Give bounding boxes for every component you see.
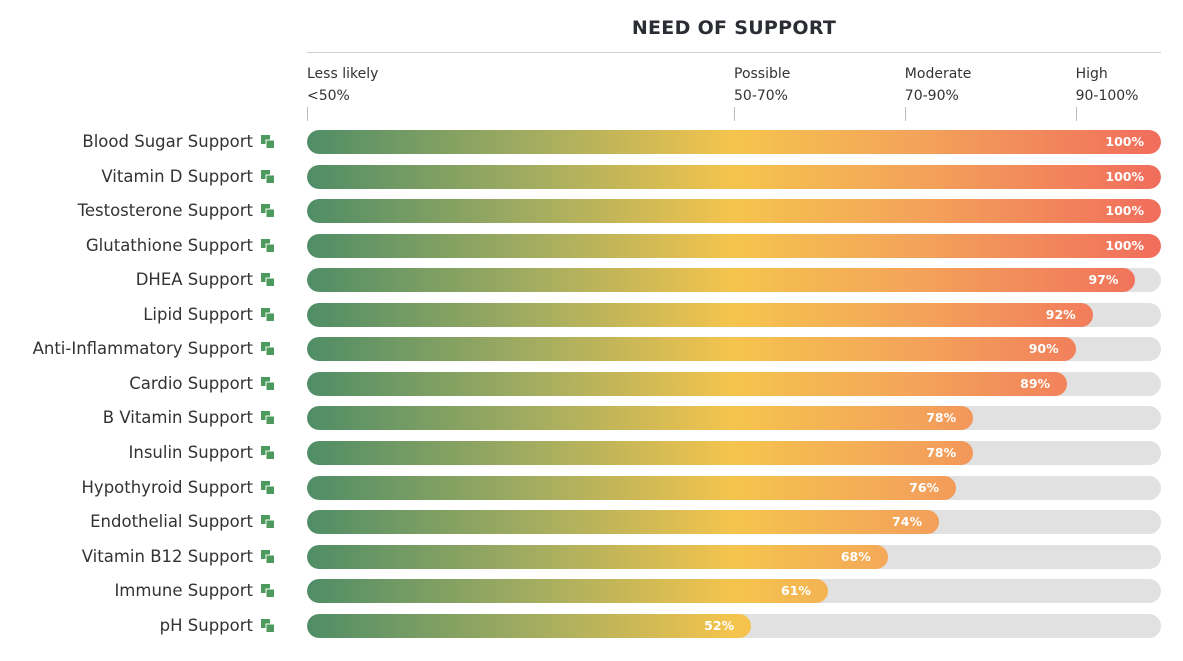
- bar-fill: [307, 406, 974, 431]
- bar-track: 100%: [307, 199, 1161, 224]
- copy-squares-icon[interactable]: [261, 445, 275, 460]
- bar-value-label: 68%: [840, 548, 871, 564]
- bar-fill: [307, 544, 888, 569]
- copy-squares-icon[interactable]: [261, 307, 275, 322]
- category-label: Lipid Support: [143, 304, 253, 324]
- scale-label-3: High 90-100%: [1076, 63, 1139, 107]
- scale-range: 90-100%: [1075, 88, 1139, 104]
- bar-fill: [307, 302, 1093, 327]
- copy-squares-icon[interactable]: [261, 342, 275, 356]
- category-label: Hypothyroid Support: [81, 477, 253, 497]
- scale-name: Possible: [734, 66, 791, 82]
- bar-track: 78%: [307, 406, 1161, 431]
- bar-fill: [307, 164, 1161, 189]
- bar-track: 92%: [307, 302, 1161, 327]
- bar-value-label: 74%: [892, 514, 922, 530]
- bar-value-label: 92%: [1045, 306, 1076, 322]
- category-label: Vitamin D Support: [101, 166, 253, 186]
- bar-fill: [307, 579, 828, 604]
- bar-track: 61%: [307, 579, 1161, 604]
- bar-track: 68%: [307, 544, 1161, 569]
- bar-track: 100%: [307, 233, 1161, 258]
- bar-track: 76%: [307, 475, 1161, 500]
- bar-value-label: 52%: [704, 617, 735, 633]
- category-label: Endothelial Support: [90, 512, 253, 532]
- bar-fill: [307, 613, 752, 638]
- category-label: Testosterone Support: [77, 201, 253, 221]
- bar-value-label: 61%: [781, 583, 811, 599]
- category-label: Cardio Support: [129, 373, 253, 393]
- copy-squares-icon[interactable]: [261, 515, 275, 529]
- bar-value-label: 100%: [1105, 168, 1144, 184]
- bar-value-label: 97%: [1088, 272, 1119, 288]
- category-label: B Vitamin Support: [102, 408, 253, 428]
- bar-fill: [307, 199, 1161, 224]
- title-divider: [307, 52, 1161, 53]
- scale-tick: [904, 107, 906, 121]
- scale-tick: [307, 107, 308, 121]
- bar-value-label: 100%: [1105, 203, 1144, 219]
- bar-track: 100%: [307, 130, 1161, 154]
- scale-label-0: Less likely <50%: [307, 63, 378, 107]
- scale-name: Less likely: [307, 66, 379, 82]
- category-label: Anti-Inflammatory Support: [32, 339, 253, 359]
- copy-squares-icon[interactable]: [261, 376, 275, 391]
- bar-value-label: 100%: [1105, 134, 1144, 149]
- bar-fill: [307, 510, 939, 535]
- bar-track: 74%: [307, 510, 1161, 535]
- category-label: Glutathione Support: [85, 235, 253, 255]
- scale-range: 70-90%: [904, 88, 959, 104]
- copy-squares-icon[interactable]: [261, 169, 275, 184]
- copy-squares-icon[interactable]: [261, 273, 275, 287]
- scale-tick: [734, 107, 735, 121]
- scale-name: Moderate: [904, 66, 972, 82]
- bar-fill: [307, 268, 1136, 293]
- category-label: pH Support: [159, 615, 253, 635]
- copy-squares-icon[interactable]: [261, 238, 275, 253]
- category-label: Insulin Support: [128, 442, 253, 462]
- copy-squares-icon[interactable]: [261, 480, 275, 495]
- copy-squares-icon[interactable]: [261, 584, 275, 598]
- scale-range: 50-70%: [734, 88, 788, 104]
- scale-tick: [1075, 107, 1077, 121]
- bar-fill: [307, 337, 1076, 362]
- category-label: DHEA Support: [135, 270, 253, 290]
- copy-squares-icon[interactable]: [261, 411, 275, 425]
- copy-squares-icon[interactable]: [261, 135, 275, 149]
- bar-fill: [307, 475, 957, 500]
- category-label: Blood Sugar Support: [82, 132, 253, 151]
- bar-fill: [307, 440, 974, 465]
- bar-track: 100%: [307, 164, 1161, 189]
- category-label: Vitamin B12 Support: [81, 546, 253, 566]
- scale-range: <50%: [307, 88, 350, 104]
- bar-fill: [307, 130, 1161, 154]
- bar-value-label: 90%: [1028, 341, 1059, 357]
- bar-track: 78%: [307, 440, 1161, 465]
- bar-track: 52%: [307, 613, 1161, 638]
- scale-label-1: Possible 50-70%: [734, 63, 790, 107]
- copy-squares-icon[interactable]: [261, 549, 275, 564]
- bar-value-label: 76%: [909, 479, 940, 495]
- chart-title: NEED OF SUPPORT: [631, 17, 837, 39]
- category-label: Immune Support: [114, 581, 253, 601]
- bar-track: 89%: [307, 371, 1161, 396]
- bar-value-label: 89%: [1020, 375, 1051, 391]
- copy-squares-icon[interactable]: [261, 204, 275, 218]
- bar-track: 90%: [307, 337, 1161, 362]
- bar-value-label: 78%: [926, 410, 957, 426]
- scale-label-2: Moderate 70-90%: [905, 63, 972, 107]
- bar-track: 97%: [307, 268, 1161, 293]
- scale-name: High: [1075, 66, 1108, 82]
- bar-value-label: 78%: [926, 444, 957, 460]
- copy-squares-icon[interactable]: [261, 618, 275, 633]
- bar-value-label: 100%: [1105, 237, 1144, 253]
- bar-fill: [307, 371, 1068, 396]
- bar-fill: [307, 233, 1161, 258]
